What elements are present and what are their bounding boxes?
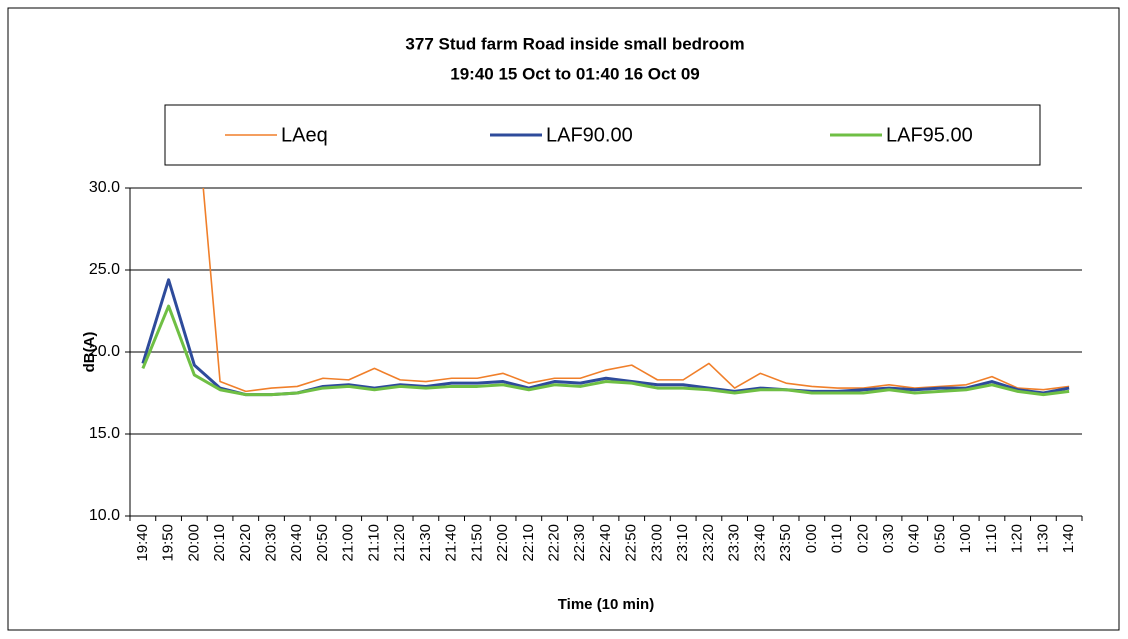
y-tick-label: 25.0 — [89, 261, 120, 278]
x-tick-label: 21:40 — [443, 524, 460, 562]
x-tick-label: 0:20 — [854, 524, 871, 553]
legend-label: LAeq — [281, 124, 328, 146]
y-tick-label: 20.0 — [89, 343, 120, 360]
y-tick-label: 15.0 — [89, 425, 120, 442]
x-tick-label: 21:20 — [391, 524, 408, 562]
y-tick-label: 10.0 — [89, 507, 120, 524]
x-tick-label: 1:10 — [983, 524, 1000, 553]
legend-label: LAF90.00 — [546, 124, 633, 146]
x-tick-label: 23:50 — [777, 524, 794, 562]
legend-label: LAF95.00 — [886, 124, 973, 146]
x-tick-label: 0:00 — [803, 524, 820, 553]
x-tick-label: 0:30 — [880, 524, 897, 553]
x-tick-label: 23:30 — [726, 524, 743, 562]
x-tick-label: 20:30 — [262, 524, 279, 562]
x-axis-label: Time (10 min) — [558, 596, 654, 613]
x-tick-label: 21:50 — [468, 524, 485, 562]
x-tick-label: 22:20 — [546, 524, 563, 562]
x-tick-label: 20:50 — [314, 524, 331, 562]
x-tick-label: 20:40 — [288, 524, 305, 562]
x-tick-label: 1:30 — [1034, 524, 1051, 553]
y-axis-label: dB(A) — [81, 332, 98, 373]
legend-box — [164, 104, 1041, 166]
x-tick-label: 22:10 — [520, 524, 537, 562]
x-tick-label: 20:10 — [211, 524, 228, 562]
x-tick-label: 20:20 — [237, 524, 254, 562]
x-tick-label: 1:20 — [1009, 524, 1026, 553]
x-tick-label: 0:50 — [931, 524, 948, 553]
x-tick-label: 22:00 — [494, 524, 511, 562]
y-tick-label: 30.0 — [89, 179, 120, 196]
x-tick-label: 1:00 — [957, 524, 974, 553]
x-tick-label: 19:50 — [160, 524, 177, 562]
x-tick-label: 22:50 — [623, 524, 640, 562]
x-tick-label: 22:40 — [597, 524, 614, 562]
x-tick-label: 19:40 — [134, 524, 151, 562]
x-tick-label: 0:10 — [829, 524, 846, 553]
x-tick-label: 23:10 — [674, 524, 691, 562]
x-tick-label: 23:00 — [648, 524, 665, 562]
series-line — [141, 304, 1070, 397]
x-tick-label: 0:40 — [906, 524, 923, 553]
series-line — [202, 188, 1070, 393]
x-tick-label: 21:30 — [417, 524, 434, 562]
chart-title: 377 Stud farm Road inside small bedroom — [405, 34, 744, 53]
x-tick-label: 20:00 — [185, 524, 202, 562]
x-tick-label: 23:20 — [700, 524, 717, 562]
x-tick-label: 23:40 — [751, 524, 768, 562]
x-tick-label: 1:40 — [1060, 524, 1077, 553]
x-tick-label: 21:00 — [340, 524, 357, 562]
plot-lines — [141, 188, 1070, 397]
x-tick-label: 21:10 — [365, 524, 382, 562]
chart-subtitle: 19:40 15 Oct to 01:40 16 Oct 09 — [450, 64, 699, 83]
x-tick-label: 22:30 — [571, 524, 588, 562]
